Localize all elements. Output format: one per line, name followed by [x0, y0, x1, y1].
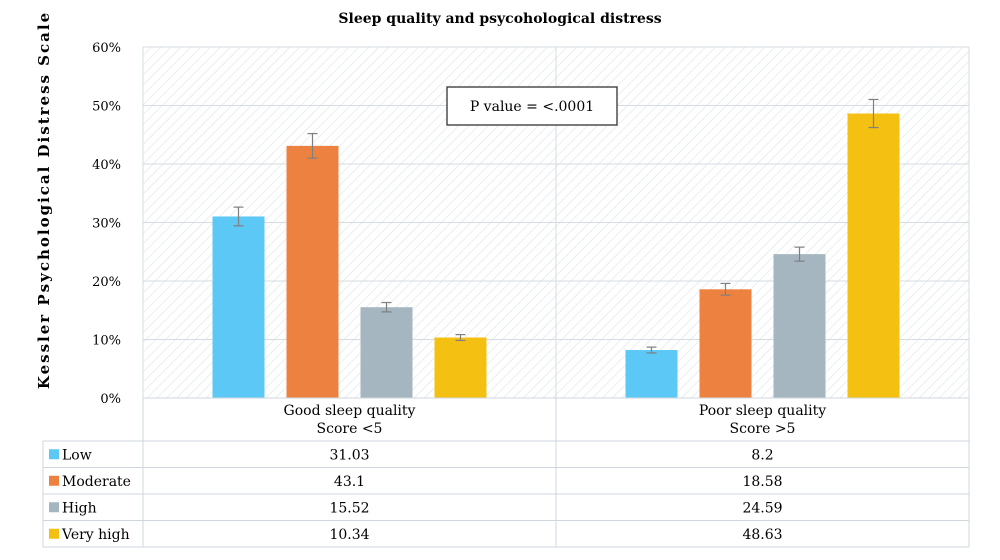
- y-tick-label: 40%: [92, 158, 121, 173]
- y-tick-label: 30%: [92, 217, 121, 232]
- table-cell: 8.2: [751, 447, 773, 463]
- category-sublabel: Score >5: [730, 421, 796, 437]
- y-tick-label: 50%: [92, 100, 121, 115]
- p-value-annotation: P value = <.0001: [470, 99, 594, 115]
- bar-3-0: [434, 337, 487, 398]
- y-tick-label: 20%: [92, 275, 121, 290]
- table-cell: 31.03: [329, 447, 369, 463]
- y-tick-label: 10%: [92, 334, 121, 349]
- table-cell: 18.58: [742, 474, 782, 490]
- y-axis-label: Kessler Psychological Distress Scale: [35, 11, 53, 389]
- legend-swatch: [49, 502, 59, 513]
- legend-label: Low: [62, 447, 92, 463]
- bar-1-0: [286, 145, 339, 398]
- legend-label: Moderate: [62, 474, 131, 490]
- table-cell: 15.52: [329, 500, 369, 516]
- bar-3-1: [847, 113, 900, 399]
- category-label: Poor sleep quality: [699, 403, 826, 419]
- y-tick-label: 60%: [92, 41, 121, 56]
- bar-1-1: [699, 289, 752, 398]
- legend-label: High: [62, 500, 97, 516]
- category-sublabel: Score <5: [317, 421, 383, 437]
- legend-swatch: [49, 449, 59, 460]
- chart-title: Sleep quality and psycohological distres…: [338, 11, 661, 27]
- legend-label: Very high: [61, 527, 130, 543]
- y-tick-label: 0%: [100, 392, 121, 407]
- category-label: Good sleep quality: [284, 403, 416, 419]
- table-cell: 24.59: [742, 500, 782, 516]
- annotation-box: [446, 86, 618, 126]
- bar-2-1: [773, 254, 826, 398]
- legend-swatch: [49, 475, 59, 486]
- legend-swatch: [49, 528, 59, 539]
- bar-0-1: [625, 350, 678, 398]
- table-cell: 10.34: [329, 527, 369, 543]
- table-cell: 43.1: [334, 474, 365, 490]
- table-cell: 48.63: [742, 527, 782, 543]
- bar-0-0: [212, 216, 265, 398]
- bar-2-0: [360, 307, 413, 398]
